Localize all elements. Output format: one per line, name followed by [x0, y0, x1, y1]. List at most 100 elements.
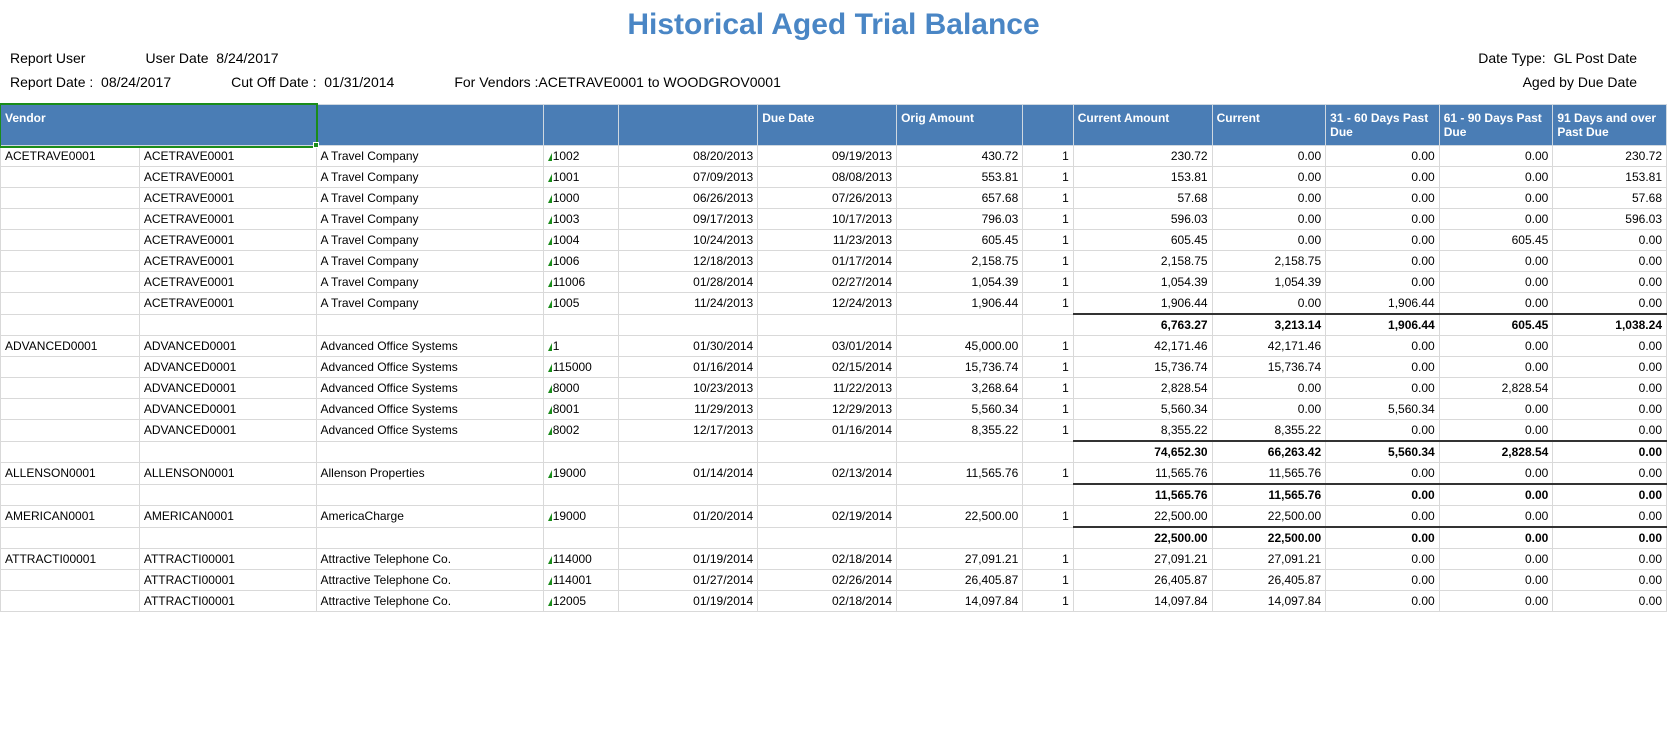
cell-current[interactable]: 26,405.87: [1212, 570, 1326, 591]
cell-91p[interactable]: 0.00: [1553, 293, 1667, 315]
cell-orig[interactable]: 27,091.21: [897, 549, 1023, 570]
cell-one[interactable]: 1: [1023, 251, 1073, 272]
cell-current[interactable]: 1,054.39: [1212, 272, 1326, 293]
cell-doc[interactable]: 8000: [543, 378, 619, 399]
cell-vendor[interactable]: ADVANCED0001: [139, 420, 316, 442]
cell-date1[interactable]: 01/30/2014: [619, 336, 758, 357]
cell-current[interactable]: 0.00: [1212, 399, 1326, 420]
cell-date1[interactable]: 01/27/2014: [619, 570, 758, 591]
cell-one[interactable]: 1: [1023, 549, 1073, 570]
cell-31-60[interactable]: 0.00: [1326, 167, 1440, 188]
cell-due[interactable]: 12/29/2013: [758, 399, 897, 420]
cell-one[interactable]: 1: [1023, 378, 1073, 399]
cell-vendor[interactable]: ACETRAVE0001: [139, 272, 316, 293]
table-row[interactable]: ACETRAVE0001A Travel Company100107/09/20…: [1, 167, 1667, 188]
cell-date1[interactable]: 08/20/2013: [619, 146, 758, 167]
cell-due[interactable]: 02/19/2014: [758, 506, 897, 528]
cell-current[interactable]: 0.00: [1212, 378, 1326, 399]
cell-company[interactable]: A Travel Company: [316, 272, 543, 293]
cell-91p[interactable]: 0.00: [1553, 251, 1667, 272]
cell-date1[interactable]: 01/19/2014: [619, 549, 758, 570]
cell-61-90[interactable]: 0.00: [1439, 420, 1553, 442]
cell-doc[interactable]: 1005: [543, 293, 619, 315]
table-row[interactable]: ACETRAVE0001ACETRAVE0001A Travel Company…: [1, 146, 1667, 167]
cell-current-amount[interactable]: 11,565.76: [1073, 463, 1212, 485]
cell-61-90[interactable]: 0.00: [1439, 506, 1553, 528]
col-91-plus[interactable]: 91 Days and over Past Due: [1553, 105, 1667, 146]
table-row[interactable]: ALLENSON0001ALLENSON0001Allenson Propert…: [1, 463, 1667, 485]
cell-91p[interactable]: 0.00: [1553, 420, 1667, 442]
cell-vendor[interactable]: ACETRAVE0001: [139, 209, 316, 230]
cell-due[interactable]: 11/23/2013: [758, 230, 897, 251]
cell-doc[interactable]: 1004: [543, 230, 619, 251]
cell-orig[interactable]: 2,158.75: [897, 251, 1023, 272]
cell-due[interactable]: 01/17/2014: [758, 251, 897, 272]
col-vendor[interactable]: Vendor: [1, 105, 317, 146]
cell-company[interactable]: A Travel Company: [316, 146, 543, 167]
cell-doc[interactable]: 8001: [543, 399, 619, 420]
cell-one[interactable]: 1: [1023, 209, 1073, 230]
cell-91p[interactable]: 0.00: [1553, 570, 1667, 591]
col-blank-1[interactable]: [316, 105, 543, 146]
table-row[interactable]: ACETRAVE0001A Travel Company100612/18/20…: [1, 251, 1667, 272]
table-row[interactable]: ACETRAVE0001A Travel Company100006/26/20…: [1, 188, 1667, 209]
cell-vendor-group[interactable]: ATTRACTI00001: [1, 549, 140, 570]
cell-31-60[interactable]: 5,560.34: [1326, 399, 1440, 420]
cell-company[interactable]: Attractive Telephone Co.: [316, 591, 543, 612]
cell-current-amount[interactable]: 1,906.44: [1073, 293, 1212, 315]
col-blank-4[interactable]: [1023, 105, 1073, 146]
cell-company[interactable]: A Travel Company: [316, 188, 543, 209]
cell-91p[interactable]: 0.00: [1553, 357, 1667, 378]
col-current-amount[interactable]: Current Amount: [1073, 105, 1212, 146]
cell-61-90[interactable]: 0.00: [1439, 209, 1553, 230]
cell-one[interactable]: 1: [1023, 399, 1073, 420]
cell-company[interactable]: A Travel Company: [316, 167, 543, 188]
cell-current-amount[interactable]: 27,091.21: [1073, 549, 1212, 570]
cell-one[interactable]: 1: [1023, 167, 1073, 188]
cell-current[interactable]: 27,091.21: [1212, 549, 1326, 570]
table-row[interactable]: ACETRAVE0001A Travel Company100309/17/20…: [1, 209, 1667, 230]
cell-company[interactable]: Attractive Telephone Co.: [316, 549, 543, 570]
cell-vendor-group[interactable]: [1, 570, 140, 591]
cell-doc[interactable]: 12005: [543, 591, 619, 612]
cell-due[interactable]: 02/18/2014: [758, 549, 897, 570]
table-row[interactable]: ACETRAVE0001A Travel Company100511/24/20…: [1, 293, 1667, 315]
cell-current-amount[interactable]: 153.81: [1073, 167, 1212, 188]
cell-date1[interactable]: 06/26/2013: [619, 188, 758, 209]
cell-date1[interactable]: 12/17/2013: [619, 420, 758, 442]
cell-vendor[interactable]: ATTRACTI00001: [139, 549, 316, 570]
col-current[interactable]: Current: [1212, 105, 1326, 146]
cell-due[interactable]: 08/08/2013: [758, 167, 897, 188]
cell-due[interactable]: 11/22/2013: [758, 378, 897, 399]
table-row[interactable]: ADVANCED0001Advanced Office Systems80021…: [1, 420, 1667, 442]
cell-31-60[interactable]: 0.00: [1326, 146, 1440, 167]
cell-current-amount[interactable]: 2,158.75: [1073, 251, 1212, 272]
cell-due[interactable]: 02/26/2014: [758, 570, 897, 591]
cell-doc[interactable]: 19000: [543, 463, 619, 485]
cell-61-90[interactable]: 0.00: [1439, 293, 1553, 315]
cell-doc[interactable]: 11006: [543, 272, 619, 293]
table-row[interactable]: AMERICAN0001AMERICAN0001AmericaCharge190…: [1, 506, 1667, 528]
cell-current-amount[interactable]: 605.45: [1073, 230, 1212, 251]
cell-31-60[interactable]: 0.00: [1326, 549, 1440, 570]
table-row[interactable]: ADVANCED0001Advanced Office Systems11500…: [1, 357, 1667, 378]
cell-date1[interactable]: 01/14/2014: [619, 463, 758, 485]
cell-orig[interactable]: 15,736.74: [897, 357, 1023, 378]
cell-61-90[interactable]: 0.00: [1439, 399, 1553, 420]
cell-vendor[interactable]: AMERICAN0001: [139, 506, 316, 528]
cell-61-90[interactable]: 0.00: [1439, 272, 1553, 293]
cell-vendor[interactable]: ADVANCED0001: [139, 378, 316, 399]
cell-doc[interactable]: 8002: [543, 420, 619, 442]
col-blank-2[interactable]: [543, 105, 619, 146]
cell-61-90[interactable]: 0.00: [1439, 591, 1553, 612]
cell-31-60[interactable]: 0.00: [1326, 591, 1440, 612]
cell-vendor[interactable]: ATTRACTI00001: [139, 591, 316, 612]
cell-31-60[interactable]: 0.00: [1326, 251, 1440, 272]
col-blank-3[interactable]: [619, 105, 758, 146]
cell-one[interactable]: 1: [1023, 357, 1073, 378]
cell-31-60[interactable]: 0.00: [1326, 272, 1440, 293]
selection-handle-icon[interactable]: [313, 142, 319, 148]
cell-vendor-group[interactable]: ALLENSON0001: [1, 463, 140, 485]
cell-61-90[interactable]: 0.00: [1439, 251, 1553, 272]
cell-due[interactable]: 01/16/2014: [758, 420, 897, 442]
